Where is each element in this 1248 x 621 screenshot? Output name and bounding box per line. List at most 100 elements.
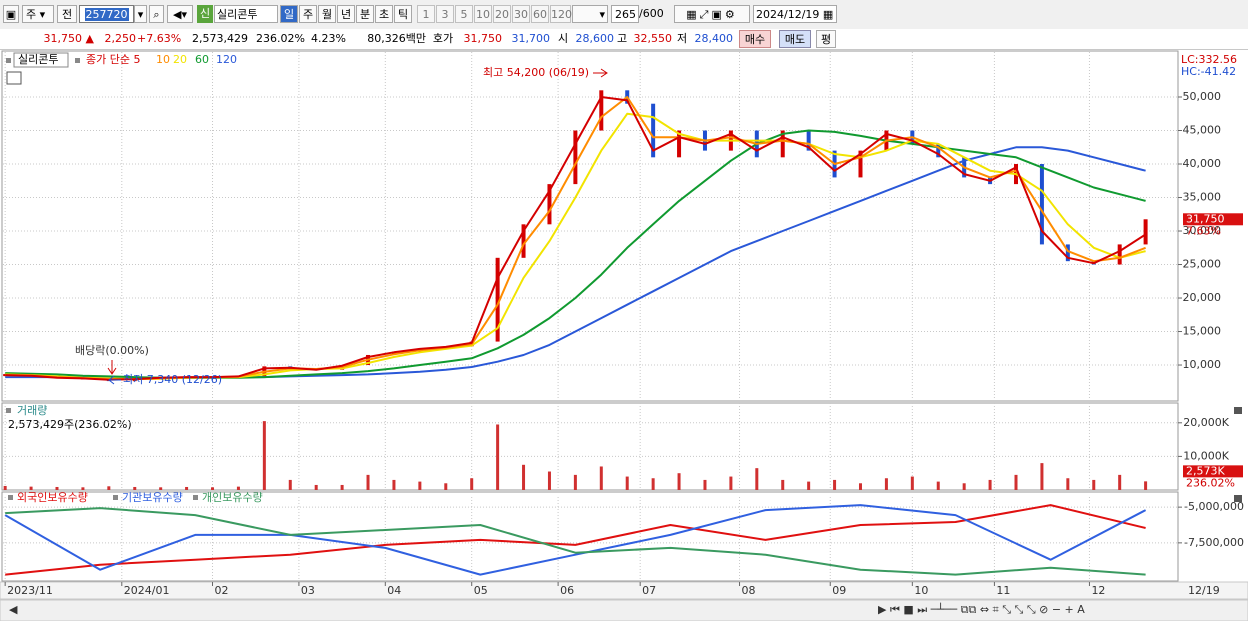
- volume-bar: [599, 466, 603, 490]
- candle: [651, 103, 656, 158]
- series-line: [5, 96, 1147, 381]
- quote-change: 2,250: [104, 32, 137, 45]
- quote-row: 31,750 ▲ 2,250 +7.63% 2,573,429 236.02% 4.23%…: [0, 29, 1248, 50]
- close-icon[interactable]: [1234, 407, 1242, 414]
- legend-label: 종가 단순 5: [86, 53, 140, 66]
- candle: [3, 374, 8, 377]
- volume-bar: [625, 476, 629, 490]
- candle: [521, 224, 526, 258]
- candle: [936, 143, 941, 158]
- y-tick-label: 20,000K: [1183, 416, 1229, 429]
- quote-change-pct: +7.63%: [137, 32, 182, 45]
- period-button[interactable]: 틱: [394, 5, 412, 23]
- volume-bar: [496, 424, 500, 490]
- candle: [1143, 219, 1148, 245]
- period-button[interactable]: 초: [375, 5, 393, 23]
- type-text: 주: [26, 8, 37, 21]
- volume-bar: [418, 481, 422, 490]
- volume-bar: [444, 483, 448, 490]
- volume-bar: [81, 487, 85, 490]
- volume-bar: [288, 479, 292, 490]
- count-max: /600: [639, 7, 664, 20]
- scope-button[interactable]: 전: [57, 5, 77, 23]
- date-text: 2024/12/19: [756, 8, 820, 21]
- table-icon[interactable]: [6, 71, 22, 85]
- type-select[interactable]: 주 ▾: [22, 5, 54, 23]
- volume-bar: [858, 483, 862, 490]
- code-input[interactable]: 257720: [79, 5, 134, 23]
- period-button[interactable]: 분: [356, 5, 374, 23]
- volume-title: 거래량: [17, 404, 47, 417]
- volume-bar: [677, 473, 681, 490]
- code-dropdown[interactable]: ▾: [134, 5, 147, 23]
- menu-icon[interactable]: ▣: [3, 5, 19, 23]
- series-line: [5, 504, 1146, 576]
- interval-button[interactable]: 3: [436, 5, 454, 23]
- legend-box: [13, 52, 69, 68]
- stock-name[interactable]: 실리콘투: [214, 5, 278, 23]
- y-tick-label: 15,000: [1183, 325, 1222, 338]
- annotation: 배당락(0.00%): [75, 344, 149, 357]
- legend-label: 120: [216, 53, 237, 66]
- interval-button[interactable]: 30: [512, 5, 530, 23]
- buy-button[interactable]: 매수: [739, 30, 771, 48]
- candle: [495, 257, 500, 342]
- volume-bar: [729, 476, 733, 490]
- scroll-controls[interactable]: ▶ ⏮ ■ ⏭ ─┴── ⧉⧉ ⇔ ⌗ ⤡ ⤡ ⤡ ⊘ − + A: [878, 602, 1085, 616]
- volume-bar: [185, 486, 189, 490]
- x-tick-label: 07: [642, 584, 656, 597]
- volume-bar: [1144, 481, 1148, 490]
- period-button[interactable]: 주: [299, 5, 317, 23]
- quote-low: 28,400: [694, 32, 734, 45]
- speaker-button[interactable]: ◀▾: [167, 5, 193, 23]
- legend-dot: [193, 495, 198, 500]
- period-button[interactable]: 월: [318, 5, 336, 23]
- interval-button[interactable]: 20: [493, 5, 511, 23]
- volume-bar: [55, 486, 59, 490]
- volume-bar: [1040, 463, 1044, 490]
- volume-bar: [3, 485, 7, 490]
- annotation-arrow: [593, 68, 608, 78]
- toolbar: ▣ 주 ▾ 전 257720 ▾ ⌕ ◀▾ 신 실리콘투 ▾ 265 /600 …: [0, 0, 1248, 30]
- candle: [780, 130, 785, 158]
- legend-label: 60: [195, 53, 209, 66]
- interval-button[interactable]: 60: [531, 5, 549, 23]
- last-volume-label: 2,573K: [1186, 464, 1225, 477]
- sell-button[interactable]: 매도: [779, 30, 811, 48]
- candle: [1065, 244, 1070, 262]
- last-volume-box: [1183, 465, 1243, 478]
- legend-dot: [6, 58, 11, 63]
- period-button[interactable]: 년: [337, 5, 355, 23]
- tool-icons[interactable]: ▦⤢▣⚙: [674, 5, 750, 23]
- interval-button[interactable]: 1: [417, 5, 435, 23]
- y-tick-label: 25,000: [1183, 258, 1222, 271]
- close-icon[interactable]: [1234, 495, 1242, 502]
- quote-volume-ratio: 236.02%: [256, 32, 305, 45]
- annotation: 최고 54,200 (06/19): [483, 66, 589, 79]
- x-tick-label: 11: [996, 584, 1010, 597]
- volume-bar: [1066, 478, 1070, 490]
- interval-button[interactable]: 120: [550, 5, 572, 23]
- volume-bar: [1092, 479, 1096, 490]
- y-tick-label: 20,000: [1183, 291, 1222, 304]
- scroll-left[interactable]: ◀: [9, 603, 18, 616]
- candle: [1039, 164, 1044, 245]
- annotation: 최저 7,340 (12/26): [123, 373, 222, 386]
- volume-subtitle: 2,573,429주(236.02%): [8, 418, 132, 431]
- period-button[interactable]: 일: [280, 5, 298, 23]
- code-text: 257720: [84, 8, 129, 21]
- volume-bar: [910, 476, 914, 490]
- count-input[interactable]: 265: [611, 5, 639, 23]
- search-button[interactable]: ⌕: [149, 5, 164, 23]
- y-tick-label: 40,000: [1183, 157, 1222, 170]
- avg-button[interactable]: 평: [816, 30, 836, 48]
- volume-bar: [29, 486, 33, 490]
- interval-button[interactable]: 5: [455, 5, 473, 23]
- legend-dot: [75, 58, 80, 63]
- volume-bar: [936, 481, 940, 490]
- x-tick-label: 08: [742, 584, 756, 597]
- date-input[interactable]: 2024/12/19 ▦: [753, 5, 837, 23]
- interval-button[interactable]: 10: [474, 5, 492, 23]
- blank-select[interactable]: ▾: [572, 5, 608, 23]
